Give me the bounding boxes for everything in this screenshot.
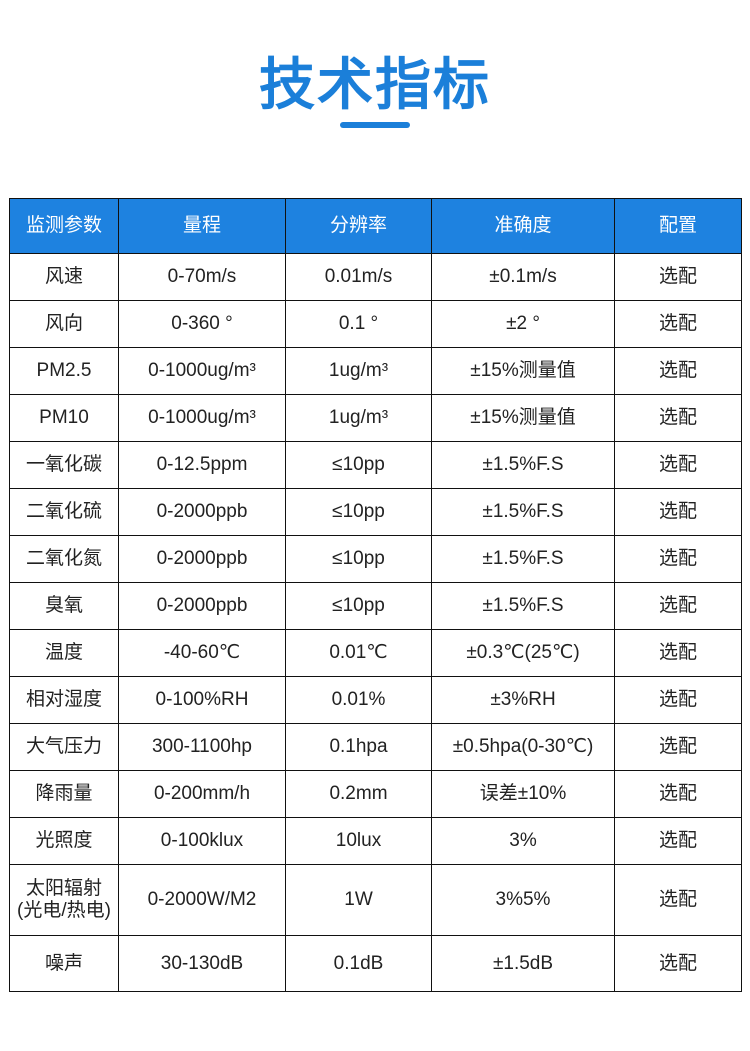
cell-resolution: 0.01% xyxy=(285,676,432,724)
table-row: 风速 0-70m/s 0.01m/s ±0.1m/s 选配 xyxy=(9,253,742,301)
cell-config: 选配 xyxy=(614,935,742,992)
cell-range: 0-200mm/h xyxy=(118,770,286,818)
cell-resolution: 1ug/m³ xyxy=(285,347,432,395)
cell-accuracy: ±1.5%F.S xyxy=(431,488,615,536)
cell-config: 选配 xyxy=(614,582,742,630)
cell-config: 选配 xyxy=(614,253,742,301)
cell-range: 0-100%RH xyxy=(118,676,286,724)
cell-config: 选配 xyxy=(614,864,742,936)
cell-accuracy: 误差±10% xyxy=(431,770,615,818)
cell-accuracy: ±1.5%F.S xyxy=(431,441,615,489)
cell-config: 选配 xyxy=(614,300,742,348)
cell-resolution: 0.1dB xyxy=(285,935,432,992)
cell-range: 0-1000ug/m³ xyxy=(118,394,286,442)
cell-param: 二氧化硫 xyxy=(9,488,119,536)
cell-param: 噪声 xyxy=(9,935,119,992)
cell-param: 风向 xyxy=(9,300,119,348)
spec-table: 监测参数 量程 分辨率 准确度 配置 风速 0-70m/s 0.01m/s ±0.1m/s 选配… xyxy=(9,198,742,992)
cell-range: 30-130dB xyxy=(118,935,286,992)
cell-resolution: 1ug/m³ xyxy=(285,394,432,442)
cell-accuracy: 3%5% xyxy=(431,864,615,936)
table-row: 二氧化氮 0-2000ppb ≤10pp ±1.5%F.S 选配 xyxy=(9,535,742,583)
cell-config: 选配 xyxy=(614,629,742,677)
cell-range: 0-70m/s xyxy=(118,253,286,301)
cell-range: 0-2000W/M2 xyxy=(118,864,286,936)
cell-accuracy: ±15%测量值 xyxy=(431,347,615,395)
cell-config: 选配 xyxy=(614,535,742,583)
cell-config: 选配 xyxy=(614,394,742,442)
cell-accuracy: ±15%测量值 xyxy=(431,394,615,442)
cell-accuracy: ±1.5dB xyxy=(431,935,615,992)
cell-param: 太阳辐射 (光电/热电) xyxy=(9,864,119,936)
cell-accuracy: ±3%RH xyxy=(431,676,615,724)
cell-config: 选配 xyxy=(614,676,742,724)
cell-resolution: 0.01℃ xyxy=(285,629,432,677)
table-row: 臭氧 0-2000ppb ≤10pp ±1.5%F.S 选配 xyxy=(9,582,742,630)
cell-param: 光照度 xyxy=(9,817,119,865)
cell-resolution: 1W xyxy=(285,864,432,936)
cell-config: 选配 xyxy=(614,817,742,865)
cell-config: 选配 xyxy=(614,770,742,818)
cell-resolution: 0.01m/s xyxy=(285,253,432,301)
cell-resolution: ≤10pp xyxy=(285,441,432,489)
cell-resolution: 0.1 ° xyxy=(285,300,432,348)
cell-param: 一氧化碳 xyxy=(9,441,119,489)
cell-range: 0-2000ppb xyxy=(118,582,286,630)
table-row: 噪声 30-130dB 0.1dB ±1.5dB 选配 xyxy=(9,935,742,992)
table-row: PM2.5 0-1000ug/m³ 1ug/m³ ±15%测量值 选配 xyxy=(9,347,742,395)
cell-resolution: 0.1hpa xyxy=(285,723,432,771)
cell-param: 大气压力 xyxy=(9,723,119,771)
cell-resolution: ≤10pp xyxy=(285,535,432,583)
cell-config: 选配 xyxy=(614,488,742,536)
header-resolution: 分辨率 xyxy=(285,198,432,254)
cell-param: 二氧化氮 xyxy=(9,535,119,583)
table-row: 相对湿度 0-100%RH 0.01% ±3%RH 选配 xyxy=(9,676,742,724)
table-row: 一氧化碳 0-12.5ppm ≤10pp ±1.5%F.S 选配 xyxy=(9,441,742,489)
cell-param: 风速 xyxy=(9,253,119,301)
cell-accuracy: ±0.1m/s xyxy=(431,253,615,301)
table-row: 风向 0-360 ° 0.1 ° ±2 ° 选配 xyxy=(9,300,742,348)
table-header-row: 监测参数 量程 分辨率 准确度 配置 xyxy=(9,198,742,254)
cell-config: 选配 xyxy=(614,347,742,395)
header-range: 量程 xyxy=(118,198,286,254)
cell-param: PM10 xyxy=(9,394,119,442)
table-row: 二氧化硫 0-2000ppb ≤10pp ±1.5%F.S 选配 xyxy=(9,488,742,536)
cell-accuracy: ±1.5%F.S xyxy=(431,582,615,630)
table-row: 大气压力 300-1100hp 0.1hpa ±0.5hpa(0-30℃) 选配 xyxy=(9,723,742,771)
cell-range: -40-60℃ xyxy=(118,629,286,677)
cell-range: 0-12.5ppm xyxy=(118,441,286,489)
cell-range: 0-100klux xyxy=(118,817,286,865)
page-title: 技术指标 xyxy=(259,53,491,118)
cell-range: 300-1100hp xyxy=(118,723,286,771)
cell-accuracy: ±1.5%F.S xyxy=(431,535,615,583)
table-row: 光照度 0-100klux 10lux 3% 选配 xyxy=(9,817,742,865)
cell-range: 0-2000ppb xyxy=(118,535,286,583)
cell-range: 0-360 ° xyxy=(118,300,286,348)
cell-resolution: 0.2mm xyxy=(285,770,432,818)
cell-resolution: ≤10pp xyxy=(285,582,432,630)
title-underline xyxy=(340,122,410,128)
header-param: 监测参数 xyxy=(9,198,119,254)
cell-param: 降雨量 xyxy=(9,770,119,818)
table-row: PM10 0-1000ug/m³ 1ug/m³ ±15%测量值 选配 xyxy=(9,394,742,442)
cell-resolution: 10lux xyxy=(285,817,432,865)
cell-param: PM2.5 xyxy=(9,347,119,395)
table-row: 降雨量 0-200mm/h 0.2mm 误差±10% 选配 xyxy=(9,770,742,818)
table-row: 温度 -40-60℃ 0.01℃ ±0.3℃(25℃) 选配 xyxy=(9,629,742,677)
table-row: 太阳辐射 (光电/热电) 0-2000W/M2 1W 3%5% 选配 xyxy=(9,864,742,936)
cell-accuracy: ±0.5hpa(0-30℃) xyxy=(431,723,615,771)
cell-param: 臭氧 xyxy=(9,582,119,630)
cell-accuracy: ±0.3℃(25℃) xyxy=(431,629,615,677)
header-config: 配置 xyxy=(614,198,742,254)
cell-range: 0-1000ug/m³ xyxy=(118,347,286,395)
cell-accuracy: 3% xyxy=(431,817,615,865)
header-accuracy: 准确度 xyxy=(431,198,615,254)
cell-accuracy: ±2 ° xyxy=(431,300,615,348)
cell-param: 相对湿度 xyxy=(9,676,119,724)
cell-range: 0-2000ppb xyxy=(118,488,286,536)
cell-param: 温度 xyxy=(9,629,119,677)
cell-config: 选配 xyxy=(614,441,742,489)
cell-config: 选配 xyxy=(614,723,742,771)
cell-resolution: ≤10pp xyxy=(285,488,432,536)
